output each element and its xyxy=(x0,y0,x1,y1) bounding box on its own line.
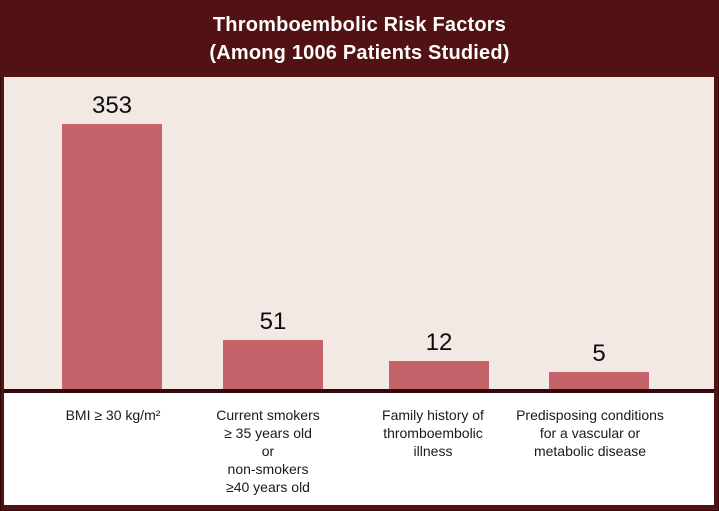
bar-value-label: 12 xyxy=(425,329,453,356)
bar-bmi xyxy=(62,124,162,389)
chart-title: Thromboembolic Risk Factors xyxy=(212,14,507,36)
bar-smokers xyxy=(223,340,323,389)
x-axis-line xyxy=(4,389,714,393)
bar-predisposing xyxy=(549,372,649,389)
bar-value-label: 353 xyxy=(91,92,133,119)
category-label-area xyxy=(4,393,714,505)
bar-group-family-history: 12 xyxy=(389,330,489,389)
chart-subtitle: (Among 1006 Patients Studied) xyxy=(209,42,510,64)
bar-value-label: 5 xyxy=(592,340,606,367)
bar-family-history xyxy=(389,361,489,389)
category-label-bmi: BMI ≥ 30 kg/m² xyxy=(65,407,161,423)
category-label-family-history: Family history of thromboembolic illness xyxy=(382,407,484,459)
bar-value-label: 51 xyxy=(259,308,287,335)
chart-header: Thromboembolic Risk Factors (Among 1006 … xyxy=(0,0,719,77)
bar-group-predisposing: 5 xyxy=(549,341,649,389)
bar-group-smokers: 51 xyxy=(223,309,323,389)
category-label-predisposing: Predisposing conditions for a vascular o… xyxy=(516,407,664,459)
bar-group-bmi: 353 xyxy=(62,93,162,389)
category-label-smokers: Current smokers ≥ 35 years old or non-sm… xyxy=(216,407,320,495)
